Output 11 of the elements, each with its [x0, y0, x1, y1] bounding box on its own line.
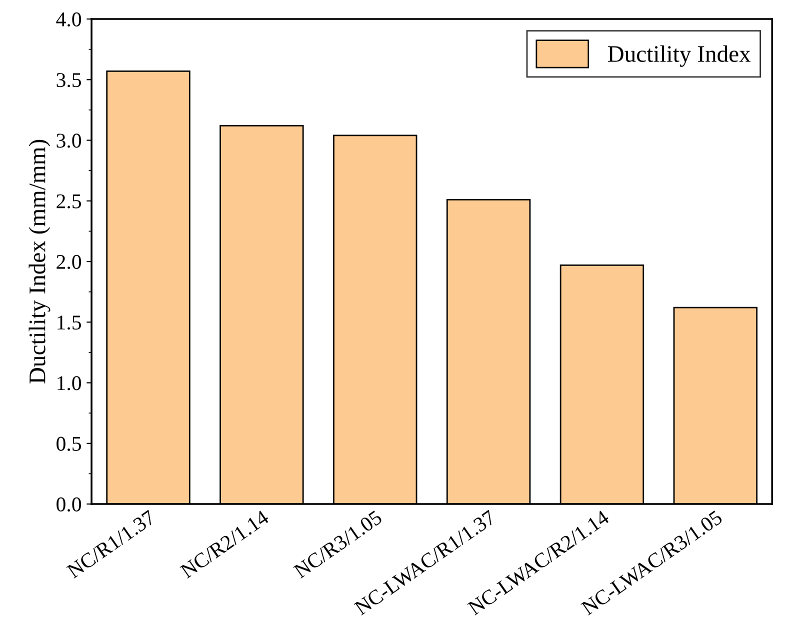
- y-tick-label: 0.0: [56, 497, 82, 512]
- y-tick-label: 3.5: [56, 73, 82, 88]
- y-tick-label: 2.0: [56, 254, 82, 270]
- y-tick-label: 1.5: [58, 316, 82, 330]
- y-tick-label: 3.0: [56, 134, 82, 148]
- y-tick-label: 4.0: [56, 12, 82, 27]
- legend-label: Ductility Index: [608, 45, 751, 67]
- y-tick-label: 0.5: [56, 436, 82, 451]
- y-tick-label: 1.0: [58, 376, 82, 390]
- y-axis-title: Ductility Index (mm/mm): [28, 140, 50, 384]
- y-tick-label: 2.5: [56, 194, 82, 208]
